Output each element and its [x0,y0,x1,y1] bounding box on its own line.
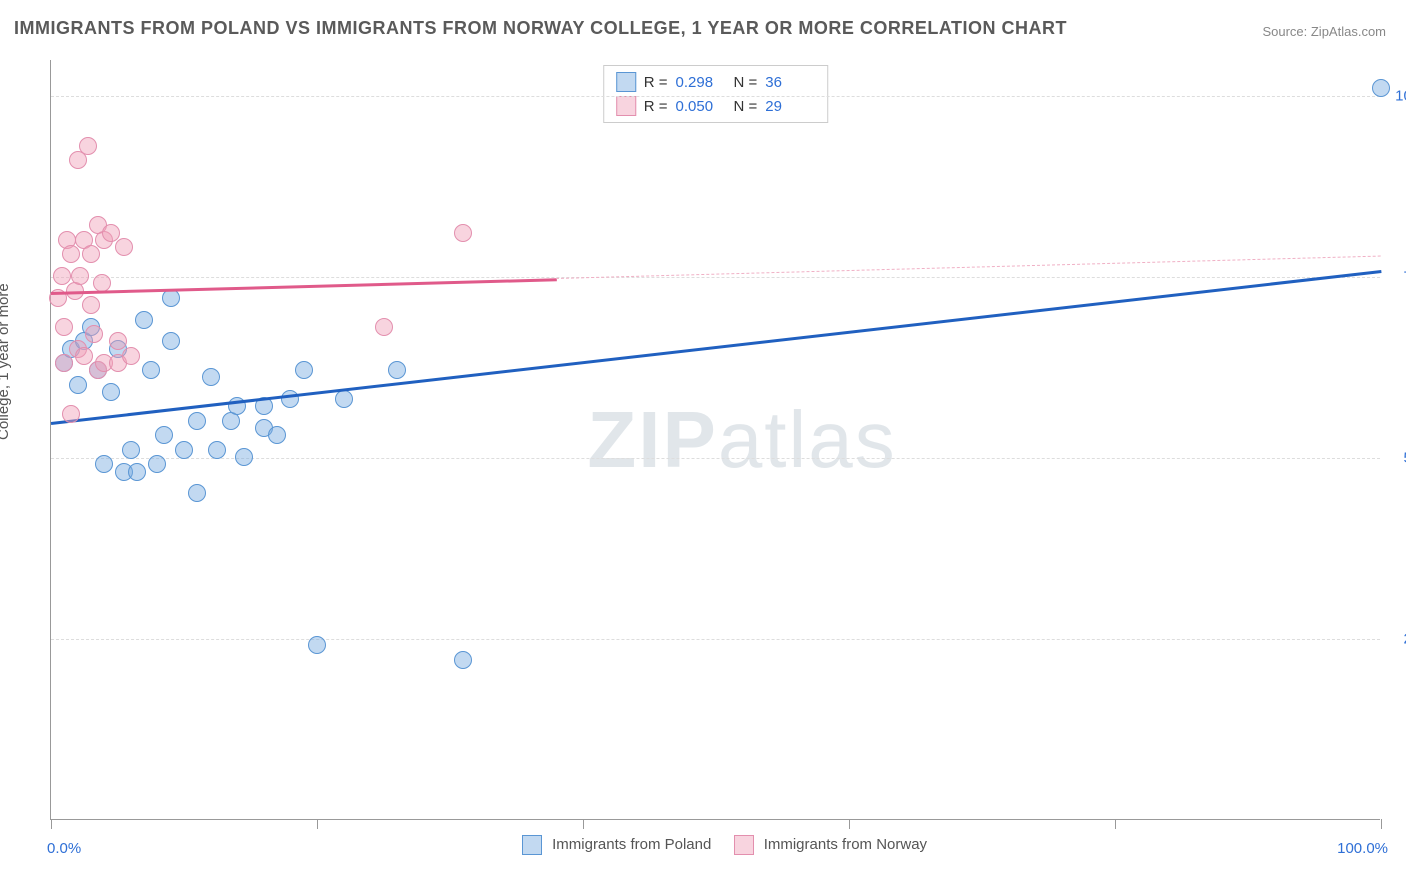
swatch-pink-icon [616,96,636,116]
data-point [208,441,226,459]
n-value-norway: 29 [765,98,815,115]
x-tick [849,819,850,829]
data-point [188,412,206,430]
data-point [95,455,113,473]
data-point [1372,79,1390,97]
data-point [128,463,146,481]
swatch-blue-icon [616,72,636,92]
data-point [115,238,133,256]
data-point [148,455,166,473]
stats-row-norway: R = 0.050 N = 29 [604,94,828,118]
data-point [155,426,173,444]
stats-box: R = 0.298 N = 36 R = 0.050 N = 29 [603,65,829,123]
x-tick [317,819,318,829]
data-point [102,224,120,242]
data-point [135,311,153,329]
plot-area: ZIPatlas R = 0.298 N = 36 R = 0.050 N = … [50,60,1380,820]
data-point [295,361,313,379]
data-point [85,325,103,343]
n-label: N = [734,74,758,91]
data-point [388,361,406,379]
data-point [79,137,97,155]
data-point [82,245,100,263]
legend-label-poland: Immigrants from Poland [552,836,711,853]
data-point [71,267,89,285]
data-point [454,224,472,242]
data-point [62,405,80,423]
data-point [335,390,353,408]
legend-swatch-blue-icon [522,835,542,855]
y-axis-label: College, 1 year or more [0,283,12,440]
r-value-norway: 0.050 [676,98,726,115]
legend-label-norway: Immigrants from Norway [764,836,927,853]
trend-line [51,270,1381,424]
data-point [375,318,393,336]
x-tick [51,819,52,829]
data-point [109,332,127,350]
bottom-legend: Immigrants from Poland Immigrants from N… [51,835,1380,855]
data-point [122,441,140,459]
trend-line [51,278,556,294]
data-point [69,376,87,394]
grid-line [51,96,1380,97]
data-point [308,636,326,654]
y-tick-label: 100.0% [1395,88,1406,105]
data-point [162,289,180,307]
stats-row-poland: R = 0.298 N = 36 [604,70,828,94]
source-label: Source: ZipAtlas.com [1262,24,1386,39]
n-label-2: N = [734,98,758,115]
r-value-poland: 0.298 [676,74,726,91]
data-point [202,368,220,386]
data-point [55,318,73,336]
x-tick [583,819,584,829]
data-point [55,354,73,372]
legend-swatch-pink-icon [734,835,754,855]
r-label-2: R = [644,98,668,115]
chart-container: IMMIGRANTS FROM POLAND VS IMMIGRANTS FRO… [0,0,1406,892]
chart-title: IMMIGRANTS FROM POLAND VS IMMIGRANTS FRO… [14,18,1067,39]
watermark-atlas: atlas [718,395,897,484]
data-point [188,484,206,502]
watermark: ZIPatlas [587,394,896,486]
n-value-poland: 36 [765,74,815,91]
data-point [162,332,180,350]
data-point [53,267,71,285]
r-label: R = [644,74,668,91]
grid-line [51,639,1380,640]
x-tick [1115,819,1116,829]
data-point [102,383,120,401]
x-tick [1381,819,1382,829]
watermark-zip: ZIP [587,395,717,484]
x-axis-max-label: 100.0% [1337,840,1388,857]
data-point [122,347,140,365]
grid-line [51,277,1380,278]
data-point [268,426,286,444]
data-point [454,651,472,669]
data-point [142,361,160,379]
data-point [175,441,193,459]
x-axis-min-label: 0.0% [47,840,81,857]
data-point [75,347,93,365]
data-point [235,448,253,466]
data-point [82,296,100,314]
data-point [62,245,80,263]
